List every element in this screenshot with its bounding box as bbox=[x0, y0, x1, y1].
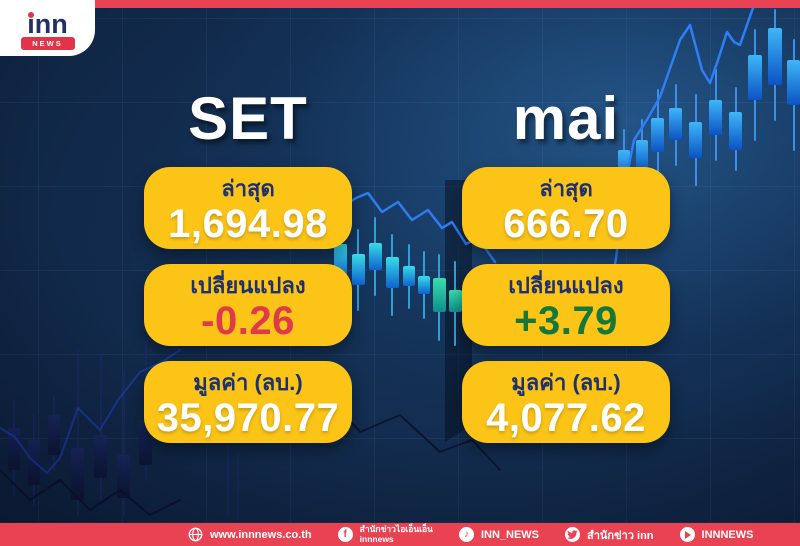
mai-last-value: 666.70 bbox=[503, 202, 629, 246]
set-value-value: 35,970.77 bbox=[156, 396, 340, 440]
set-value-label: มูลค่า (ลบ.) bbox=[193, 370, 303, 395]
tiktok-icon: ♪ bbox=[458, 527, 474, 542]
logo-word: inn bbox=[27, 10, 68, 37]
set-last-box: ล่าสุด 1,694.98 bbox=[144, 167, 352, 249]
globe-icon bbox=[188, 527, 203, 542]
set-change-value: -0.26 bbox=[201, 299, 295, 343]
website-url: www.innnews.co.th bbox=[210, 528, 312, 541]
mai-value-box: มูลค่า (ลบ.) 4,077.62 bbox=[462, 361, 670, 443]
mai-value-label: มูลค่า (ลบ.) bbox=[511, 370, 621, 395]
set-last-value: 1,694.98 bbox=[168, 202, 328, 246]
tiktok-handle: INN_NEWS bbox=[480, 528, 540, 541]
logo-red-dot-icon bbox=[28, 11, 35, 18]
twitter-icon bbox=[565, 527, 581, 542]
inn-news-logo: inn NEWS bbox=[0, 0, 95, 56]
footer-website: www.innnews.co.th bbox=[188, 527, 312, 542]
mai-index-title: mai bbox=[512, 85, 620, 152]
top-red-strip bbox=[0, 0, 800, 8]
mai-change-box: เปลี่ยนแปลง +3.79 bbox=[462, 264, 670, 346]
youtube-icon bbox=[679, 527, 695, 542]
footer-facebook: f สำนักข่าวไอเอ็นเอ็น innnews bbox=[337, 524, 433, 544]
set-last-label: ล่าสุด bbox=[221, 176, 275, 201]
youtube-handle: INNNEWS bbox=[701, 528, 754, 541]
mai-last-label: ล่าสุด bbox=[539, 176, 593, 201]
mai-change-value: +3.79 bbox=[514, 299, 618, 343]
mai-last-box: ล่าสุด 666.70 bbox=[462, 167, 670, 249]
footer-tiktok: ♪ INN_NEWS bbox=[458, 527, 540, 542]
facebook-handle: สำนักข่าวไอเอ็นเอ็น innnews bbox=[359, 524, 433, 544]
set-change-box: เปลี่ยนแปลง -0.26 bbox=[144, 264, 352, 346]
set-index-title: SET bbox=[188, 85, 308, 152]
facebook-icon: f bbox=[337, 527, 353, 542]
footer-youtube: INNNEWS bbox=[679, 527, 754, 542]
mai-change-label: เปลี่ยนแปลง bbox=[508, 273, 624, 298]
footer-social-bar: www.innnews.co.th f สำนักข่าวไอเอ็นเอ็น … bbox=[0, 523, 800, 546]
twitter-handle: สำนักข่าว inn bbox=[587, 529, 654, 542]
set-change-label: เปลี่ยนแปลง bbox=[190, 273, 306, 298]
footer-twitter: สำนักข่าว inn bbox=[565, 526, 654, 544]
mai-value-value: 4,077.62 bbox=[486, 396, 646, 440]
set-value-box: มูลค่า (ลบ.) 35,970.77 bbox=[144, 361, 352, 443]
